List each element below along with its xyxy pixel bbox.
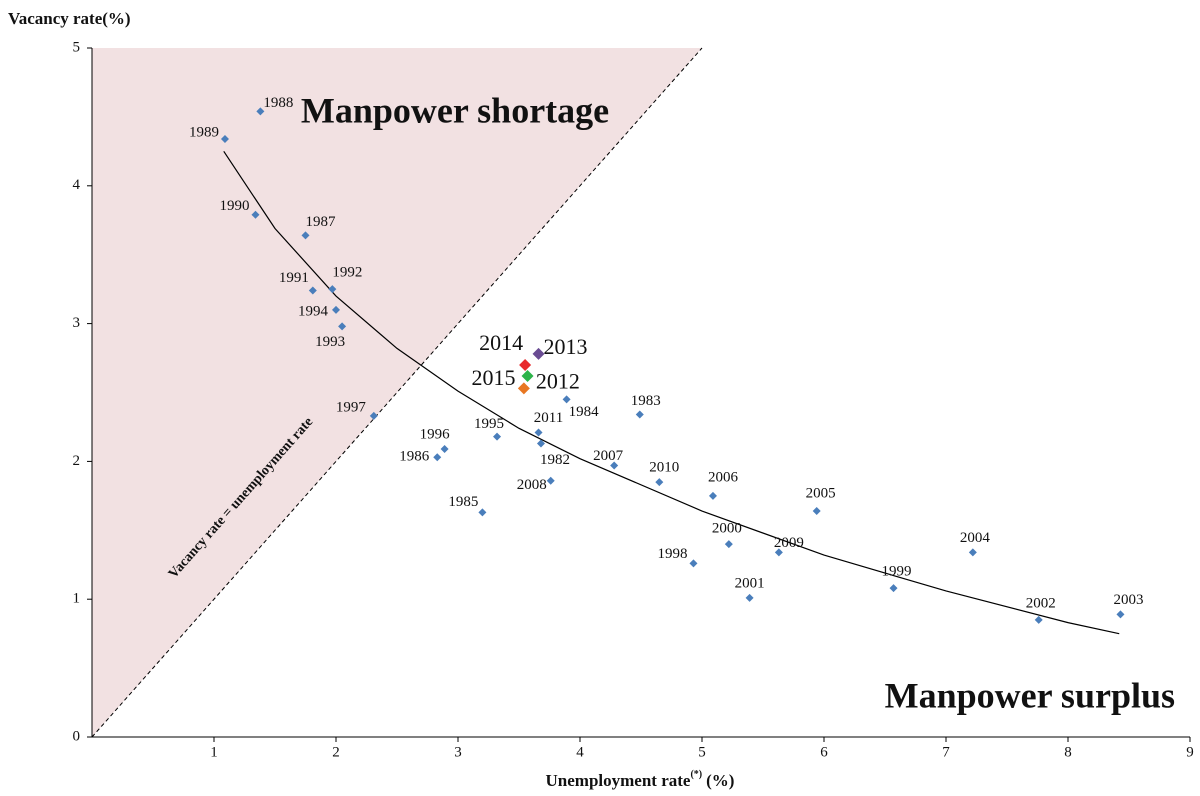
point-label: 2004: [960, 530, 991, 546]
point: [256, 107, 265, 116]
point: [369, 411, 378, 420]
point-label: 1993: [315, 334, 345, 350]
point-label: 2011: [534, 410, 563, 426]
point-label: 2012: [536, 368, 580, 393]
point-label: 1982: [540, 452, 570, 468]
point-label: 2015: [472, 365, 516, 390]
x-axis-title-main: Unemployment rate: [546, 771, 691, 790]
point: [536, 439, 545, 448]
x-tick-label: 1: [210, 744, 218, 760]
point: [689, 559, 698, 568]
x-tick-label: 5: [698, 744, 706, 760]
point-label: 1989: [189, 124, 219, 140]
point: [610, 461, 619, 470]
point-label: 2007: [593, 448, 624, 464]
trendline: [223, 151, 1120, 635]
point-label: 2013: [544, 334, 588, 359]
point-label: 2000: [712, 521, 742, 537]
point: [308, 286, 317, 295]
point-label: 1987: [306, 214, 337, 230]
point: [968, 548, 977, 557]
point: [493, 432, 502, 441]
y-tick-label: 2: [73, 453, 81, 469]
point: [251, 210, 260, 219]
point: [519, 358, 532, 371]
y-tick-label: 1: [73, 591, 81, 607]
x-axis-title-unit: (%): [706, 771, 734, 790]
point: [532, 347, 545, 360]
shortage-region: [92, 48, 702, 737]
point: [517, 382, 530, 395]
point-label: 1995: [474, 416, 504, 432]
surplus-label: Manpower surplus: [885, 675, 1175, 715]
point-label: 1983: [631, 393, 661, 409]
x-tick-label: 9: [1186, 744, 1194, 760]
diagonal-line: [91, 47, 703, 738]
point-label: 1997: [336, 399, 367, 415]
point: [220, 134, 229, 143]
point-label: 1985: [448, 494, 478, 510]
x-tick-label: 8: [1064, 744, 1072, 760]
point-label: 1986: [399, 449, 430, 465]
point: [433, 453, 442, 462]
point: [889, 584, 898, 593]
point: [1116, 610, 1125, 619]
point-label: 2008: [517, 477, 547, 493]
point: [745, 593, 754, 602]
x-axis-title-note: (*): [690, 769, 702, 780]
point: [301, 231, 310, 240]
point: [521, 369, 534, 382]
point: [332, 305, 340, 314]
point: [812, 507, 821, 516]
point: [546, 476, 555, 485]
point: [708, 491, 717, 500]
shortage-label: Manpower shortage: [301, 90, 609, 130]
x-tick-label: 4: [576, 744, 584, 760]
point: [655, 478, 664, 487]
point: [478, 508, 487, 517]
point-label: 2014: [479, 330, 523, 355]
x-tick-label: 3: [454, 744, 462, 760]
point: [338, 322, 347, 331]
point-label: 2010: [649, 460, 679, 476]
point: [724, 540, 733, 549]
y-tick-label: 0: [73, 728, 81, 744]
point-label: 2002: [1026, 595, 1056, 611]
point: [774, 548, 783, 557]
point-label: 1998: [657, 546, 687, 562]
point-label: 2003: [1113, 592, 1143, 608]
point-label: 1996: [420, 426, 451, 442]
point-label: 2006: [708, 469, 739, 485]
y-tick-label: 4: [73, 177, 81, 193]
y-tick-label: 3: [73, 315, 81, 331]
point-label: 1991: [279, 270, 309, 286]
point: [635, 410, 644, 419]
y-axis-title: Vacancy rate(%): [8, 9, 131, 28]
point-label: 2005: [806, 485, 836, 501]
point-label: 1988: [263, 95, 293, 111]
x-axis-title: Unemployment rate(*) (%): [546, 769, 735, 790]
x-tick-label: 7: [942, 744, 950, 760]
point: [562, 395, 571, 404]
point-label: 2001: [735, 575, 765, 591]
point-label: 1984: [569, 404, 600, 420]
point-label: 2009: [774, 535, 804, 551]
point: [1034, 615, 1043, 624]
point: [328, 285, 337, 294]
x-tick-label: 2: [332, 744, 340, 760]
y-tick-label: 5: [73, 39, 81, 55]
point: [534, 428, 543, 437]
x-tick-label: 6: [820, 744, 828, 760]
point-label: 1999: [882, 564, 912, 580]
point-label: 1992: [332, 265, 362, 281]
point: [440, 444, 449, 453]
point-label: 1994: [298, 303, 329, 319]
point-label: 1990: [219, 198, 249, 214]
